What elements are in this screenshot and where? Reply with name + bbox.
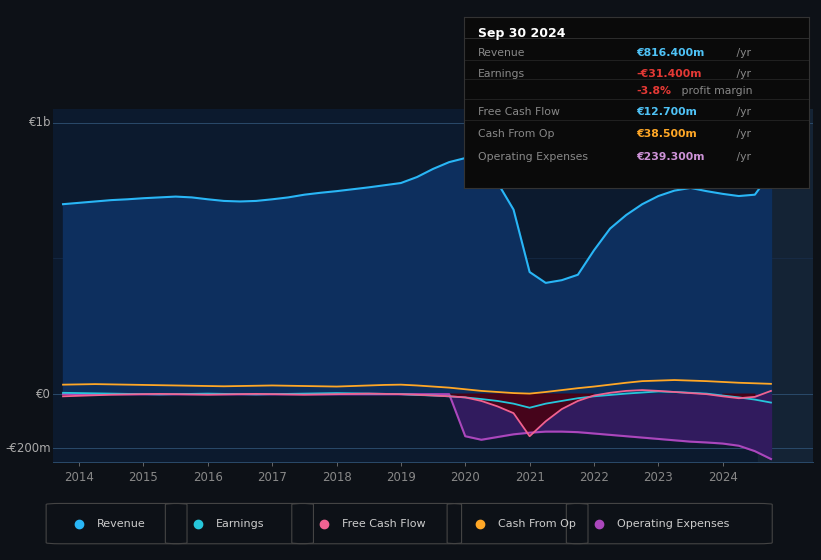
Text: /yr: /yr — [733, 152, 751, 162]
Text: €12.700m: €12.700m — [636, 108, 697, 118]
Text: Sep 30 2024: Sep 30 2024 — [478, 27, 565, 40]
Text: Revenue: Revenue — [97, 519, 145, 529]
Text: profit margin: profit margin — [677, 86, 752, 96]
Text: €1b: €1b — [29, 116, 51, 129]
Text: -€200m: -€200m — [6, 442, 51, 455]
Text: €239.300m: €239.300m — [636, 152, 704, 162]
Bar — [758, 109, 813, 462]
Text: /yr: /yr — [733, 69, 751, 79]
Text: /yr: /yr — [733, 129, 751, 139]
Text: -3.8%: -3.8% — [636, 86, 672, 96]
Text: -€31.400m: -€31.400m — [636, 69, 702, 79]
Text: Cash From Op: Cash From Op — [478, 129, 554, 139]
Text: Free Cash Flow: Free Cash Flow — [478, 108, 560, 118]
Text: /yr: /yr — [733, 108, 751, 118]
Text: /yr: /yr — [733, 48, 751, 58]
Text: Earnings: Earnings — [216, 519, 264, 529]
Text: Earnings: Earnings — [478, 69, 525, 79]
Text: Free Cash Flow: Free Cash Flow — [342, 519, 426, 529]
Text: Cash From Op: Cash From Op — [498, 519, 576, 529]
Text: Operating Expenses: Operating Expenses — [617, 519, 729, 529]
Text: €0: €0 — [36, 388, 51, 400]
Text: Operating Expenses: Operating Expenses — [478, 152, 588, 162]
Text: €816.400m: €816.400m — [636, 48, 704, 58]
Text: Revenue: Revenue — [478, 48, 525, 58]
Text: €38.500m: €38.500m — [636, 129, 697, 139]
